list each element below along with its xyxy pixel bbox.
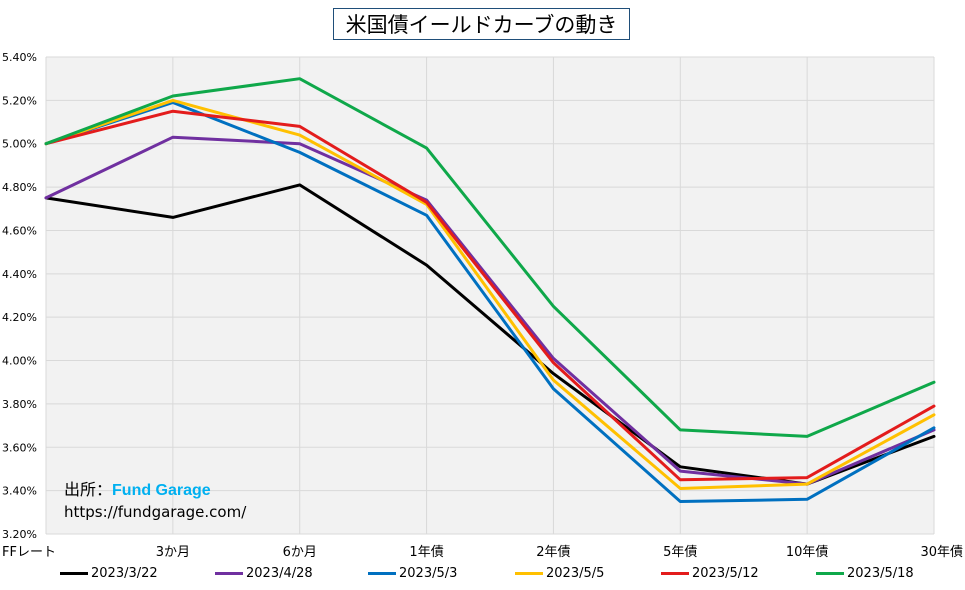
- legend-swatch: [816, 571, 844, 575]
- legend: 2023/3/22 2023/4/28 2023/5/3 2023/5/5 2023/5…: [60, 562, 960, 584]
- x-tick-label: 10年債: [786, 545, 829, 560]
- legend-swatch: [215, 571, 243, 575]
- y-tick-label: 4.00%: [2, 355, 37, 368]
- x-tick-label: 1年債: [409, 545, 443, 560]
- y-tick-label: 3.20%: [2, 528, 37, 541]
- series-line: [44, 101, 936, 503]
- y-tick-label: 3.60%: [2, 441, 37, 454]
- legend-swatch: [661, 571, 689, 575]
- x-tick-label: 30年債: [920, 545, 963, 560]
- y-tick-label: 4.80%: [2, 181, 37, 194]
- source-url: https://fundgarage.com/: [64, 503, 247, 521]
- x-tick-label: 3か月: [156, 545, 190, 560]
- series-line: [44, 77, 936, 438]
- series-line: [44, 109, 936, 482]
- y-axis-ticks: 3.20% 3.40% 3.60% 3.80% 4.00% 4.20% 4.40% 4.60%…: [2, 51, 37, 541]
- series-line: [44, 135, 936, 486]
- y-tick-label: 4.20%: [2, 311, 37, 324]
- legend-item: 2023/5/3: [368, 564, 457, 582]
- y-tick-label: 5.00%: [2, 138, 37, 151]
- x-axis-ticks: FFレート 3か月 6か月 1年債 2年債 5年債 10年債 30年債: [2, 545, 963, 560]
- legend-item: 2023/4/28: [215, 564, 313, 582]
- legend-item: 2023/5/12: [661, 564, 759, 582]
- legend-label: 2023/5/18: [847, 565, 914, 581]
- legend-item: 2023/3/22: [60, 564, 158, 582]
- x-tick-label: 5年債: [663, 545, 697, 560]
- y-tick-label: 4.40%: [2, 268, 37, 281]
- legend-swatch: [60, 571, 88, 575]
- x-tick-label: 6か月: [283, 545, 317, 560]
- chart-title: 米国債イールドカーブの動き: [333, 8, 630, 40]
- legend-label: 2023/3/22: [91, 565, 158, 581]
- source-name: Fund Garage: [112, 482, 211, 499]
- y-tick-label: 3.80%: [2, 398, 37, 411]
- y-tick-label: 5.20%: [2, 94, 37, 107]
- series-lines: [44, 77, 936, 503]
- legend-item: 2023/5/18: [816, 564, 914, 582]
- legend-label: 2023/5/5: [546, 565, 605, 581]
- plot-area: [46, 57, 934, 534]
- legend-swatch: [515, 571, 543, 575]
- y-tick-label: 4.60%: [2, 224, 37, 237]
- y-tick-label: 3.40%: [2, 485, 37, 498]
- series-line: [44, 98, 936, 490]
- legend-swatch: [368, 571, 396, 575]
- x-tick-label: 2年債: [536, 545, 570, 560]
- legend-label: 2023/4/28: [246, 565, 313, 581]
- y-tick-label: 5.40%: [2, 51, 37, 64]
- x-tick-label: FFレート: [2, 545, 56, 560]
- legend-item: 2023/5/5: [515, 564, 604, 582]
- legend-label: 2023/5/12: [692, 565, 759, 581]
- source-note: 出所：Fund Garage https://fundgarage.com/: [64, 474, 304, 526]
- grid-lines: [45, 56, 935, 535]
- legend-label: 2023/5/3: [399, 565, 458, 581]
- source-label: 出所：: [64, 480, 113, 499]
